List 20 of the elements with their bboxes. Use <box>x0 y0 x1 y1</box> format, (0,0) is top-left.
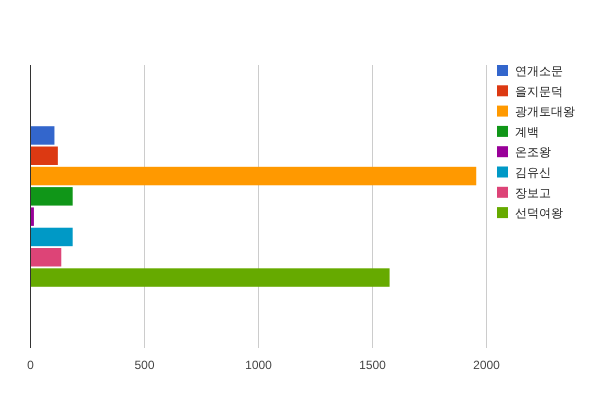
x-tick-label: 1000 <box>245 358 272 372</box>
bar <box>30 166 476 186</box>
legend-label: 을지문덕 <box>515 84 563 98</box>
legend-label: 김유신 <box>515 166 551 180</box>
bar <box>30 187 73 206</box>
bar <box>30 248 62 266</box>
legend-label: 선덕여왕 <box>515 206 563 220</box>
bar <box>30 126 54 145</box>
bar <box>30 146 58 165</box>
legend-label: 장보고 <box>515 186 551 200</box>
legend-label: 온조왕 <box>515 145 551 160</box>
bar <box>30 228 73 246</box>
x-tick-label: 0 <box>27 358 34 372</box>
x-tick-label: 500 <box>134 358 155 372</box>
legend-label: 계백 <box>515 124 539 139</box>
x-tick-label: 1500 <box>359 358 386 372</box>
x-tick-label: 2000 <box>473 358 500 372</box>
legend-label: 연개소문 <box>515 64 563 78</box>
bar <box>30 268 390 287</box>
legend-label: 광개토대왕 <box>515 104 575 119</box>
